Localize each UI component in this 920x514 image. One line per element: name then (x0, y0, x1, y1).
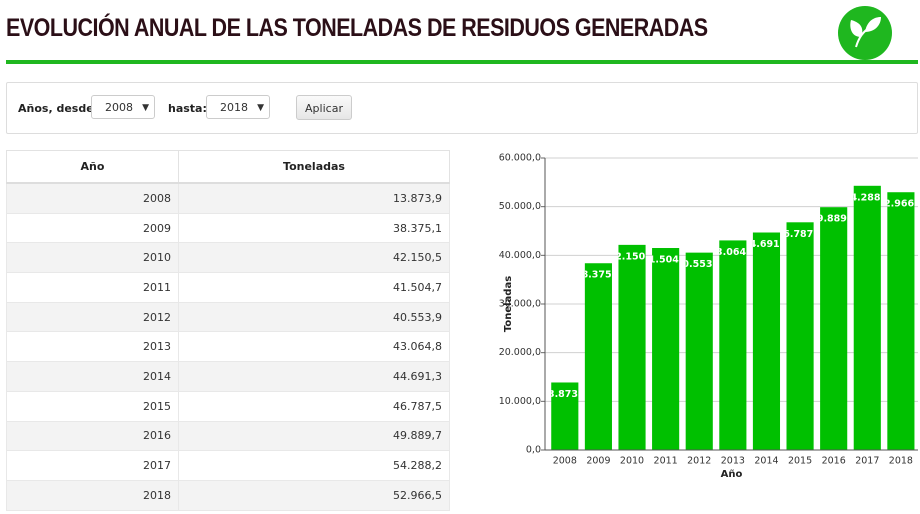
y-tick-label: 0,0 (526, 445, 541, 456)
value-label: 44.691,3 (743, 239, 790, 250)
table-cell: 2013 (6, 331, 179, 363)
y-tick-label: 60.000,0 (499, 153, 541, 164)
table-row: 2018 52.966,5 (6, 480, 450, 511)
table-cell: 2017 (6, 450, 179, 481)
value-label: 41.504,7 (642, 255, 689, 266)
table-cell: 52.966,5 (178, 480, 450, 511)
table-row: 2016 49.889,7 (6, 421, 450, 452)
value-label: 49.889,7 (810, 214, 857, 225)
from-label: Años, desde: (18, 102, 99, 115)
table-cell: 44.691,3 (178, 361, 450, 392)
y-tick-label: 40.000,0 (499, 250, 541, 261)
x-tick-label: 2017 (855, 456, 879, 467)
to-label: hasta: (168, 102, 207, 115)
apply-button[interactable]: Aplicar (296, 95, 352, 120)
table-row: 2012 40.553,9 (6, 302, 450, 333)
bar (786, 222, 814, 450)
title-rule (6, 60, 918, 64)
table-cell: 2018 (6, 480, 179, 511)
value-label: 52.966,5 (877, 199, 920, 210)
table-cell: 49.889,7 (178, 421, 450, 452)
value-label: 40.553,9 (676, 259, 723, 270)
y-tick-label: 30.000,0 (499, 299, 541, 310)
table-cell: 2014 (6, 361, 179, 392)
bar (853, 185, 881, 450)
table-cell: 13.873,9 (178, 183, 450, 214)
bar (618, 244, 646, 450)
bar (719, 240, 747, 450)
x-tick-label: 2018 (889, 456, 913, 467)
filter-panel: Años, desde: 2008 ▼ hasta: 2018 ▼ Aplicar (6, 82, 918, 134)
bar (685, 252, 713, 450)
table-row: 2008 13.873,9 (6, 183, 450, 214)
y-tick-label: 20.000,0 (499, 347, 541, 358)
table-cell: 2015 (6, 391, 179, 422)
table-row: 2013 43.064,8 (6, 331, 450, 363)
y-axis-label: Toneladas (503, 276, 514, 332)
table-cell: 2008 (6, 183, 179, 214)
table-cell: 2011 (6, 272, 179, 303)
value-label: 46.787,5 (777, 229, 824, 240)
data-table: Año Toneladas 2008 13.873,9 2009 38.375,1 201… (6, 150, 450, 511)
table-cell: 2016 (6, 421, 179, 452)
to-value: 2018 (220, 101, 248, 114)
table-cell: 42.150,5 (178, 242, 450, 274)
table-row: 2017 54.288,2 (6, 450, 450, 481)
bar (551, 382, 579, 450)
x-axis-label: Año (721, 469, 743, 480)
x-tick-label: 2014 (754, 456, 778, 467)
table-row: 2015 46.787,5 (6, 391, 450, 422)
x-tick-label: 2008 (553, 456, 577, 467)
table-body: 2008 13.873,9 2009 38.375,1 2010 42.150,5 2011… (6, 183, 450, 511)
table-row: 2011 41.504,7 (6, 272, 450, 303)
y-tick-label: 10.000,0 (499, 396, 541, 407)
value-label: 42.150,5 (609, 251, 656, 262)
table-cell: 43.064,8 (178, 331, 450, 363)
bar (752, 232, 781, 450)
table-cell: 2010 (6, 242, 179, 274)
column-header: Año (6, 150, 179, 184)
x-tick-label: 2016 (822, 456, 846, 467)
from-select[interactable]: 2008 ▼ (91, 95, 155, 119)
column-header: Toneladas (178, 150, 450, 184)
value-label: 38.375,1 (575, 270, 622, 281)
from-value: 2008 (105, 101, 133, 114)
table-cell: 54.288,2 (178, 450, 450, 481)
value-label: 13.873,9 (541, 389, 588, 400)
bar (820, 207, 848, 450)
y-tick-label: 50.000,0 (499, 201, 541, 212)
table-row: 2014 44.691,3 (6, 361, 450, 392)
chart: 0,0 10.000,0 20.000,0 30.000,0 40.000,0 50.00… (499, 153, 920, 480)
bar (887, 192, 915, 450)
logo (838, 6, 892, 60)
x-tick-label: 2015 (788, 456, 812, 467)
table-cell: 2012 (6, 302, 179, 333)
bar (652, 248, 680, 450)
bar (584, 263, 612, 450)
table-cell: 46.787,5 (178, 391, 450, 422)
value-label: 54.288,2 (844, 192, 891, 203)
table-cell: 41.504,7 (178, 272, 450, 303)
x-tick-label: 2009 (586, 456, 610, 467)
table-row: 2009 38.375,1 (6, 213, 450, 244)
table-cell: 2009 (6, 213, 179, 244)
table-row: 2010 42.150,5 (6, 242, 450, 274)
to-select[interactable]: 2018 ▼ (206, 95, 270, 119)
value-label: 43.064,8 (709, 247, 756, 258)
table-cell: 38.375,1 (178, 213, 450, 244)
header-row: Año Toneladas (6, 150, 450, 184)
x-tick-label: 2013 (721, 456, 745, 467)
x-tick-label: 2012 (687, 456, 711, 467)
x-tick-label: 2011 (654, 456, 678, 467)
table-cell: 40.553,9 (178, 302, 450, 333)
x-tick-label: 2010 (620, 456, 644, 467)
page-title: EVOLUCIÓN ANUAL DE LAS TONELADAS DE RESI… (6, 14, 708, 42)
